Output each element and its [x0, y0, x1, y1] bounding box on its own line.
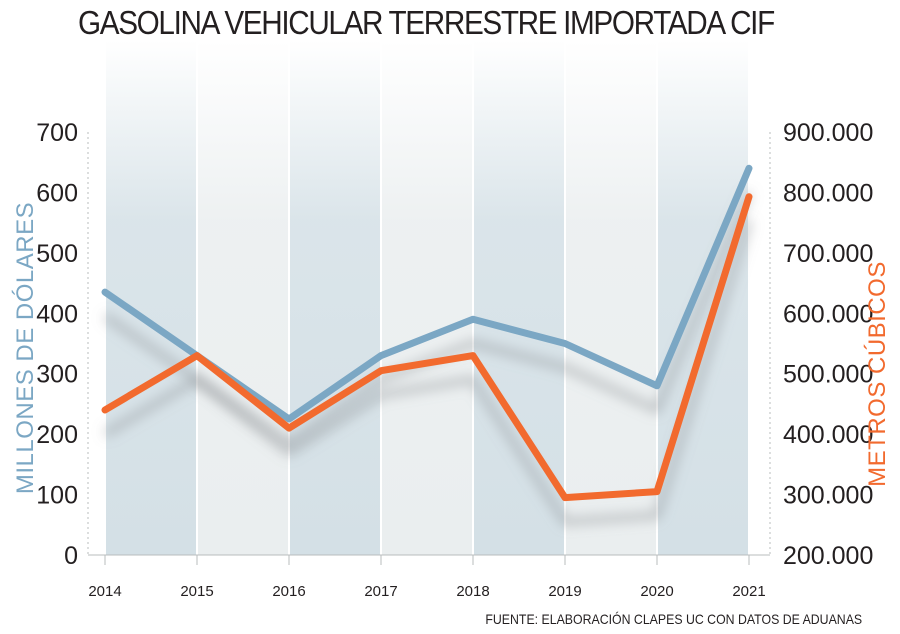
right-tick-label: 600.000 — [783, 300, 873, 328]
x-tick-label: 2016 — [272, 583, 305, 600]
x-tick-label: 2017 — [364, 583, 397, 600]
x-tick-label: 2018 — [456, 583, 489, 600]
x-axis-ticks: 2014 2015 2016 2017 2018 2019 2020 2021 — [88, 583, 765, 600]
x-tick-label: 2019 — [548, 583, 581, 600]
right-tick-label: 400.000 — [783, 421, 873, 449]
year-band — [198, 40, 288, 555]
right-axis-ticks: 200.000 300.000 400.000 500.000 600.000 700.0… — [783, 119, 873, 570]
year-band — [382, 40, 472, 555]
right-tick-label: 200.000 — [783, 542, 873, 570]
year-bands — [106, 40, 748, 555]
right-tick-label: 800.000 — [783, 179, 873, 207]
right-tick-label: 500.000 — [783, 361, 873, 389]
series-lines — [101, 164, 753, 502]
x-tick-label: 2014 — [88, 583, 121, 600]
year-band — [566, 40, 656, 555]
right-tick-label: 300.000 — [783, 482, 873, 510]
left-tick-label: 0 — [64, 542, 78, 570]
left-axis-ticks: 0 100 200 300 400 500 600 700 — [36, 119, 78, 570]
x-tick-label: 2021 — [732, 583, 765, 600]
right-tick-label: 700.000 — [783, 240, 873, 268]
right-tick-label: 900.000 — [783, 119, 873, 147]
left-axis-title: MILLONES DE DÓLARES — [12, 202, 39, 494]
m3-series-line — [101, 193, 753, 502]
right-axis-title: METROS CÚBICOS — [864, 261, 891, 487]
axes — [87, 132, 771, 565]
year-band — [290, 40, 380, 555]
left-tick-label: 200 — [36, 421, 78, 449]
series-shadow — [102, 219, 753, 526]
left-tick-label: 400 — [36, 300, 78, 328]
left-tick-label: 500 — [36, 240, 78, 268]
year-band — [106, 40, 196, 555]
chart-title: GASOLINA VEHICULAR TERRESTRE IMPORTADA C… — [78, 4, 775, 41]
left-tick-label: 100 — [36, 482, 78, 510]
left-tick-label: 600 — [36, 179, 78, 207]
x-tick-label: 2015 — [180, 583, 213, 600]
source-note: FUENTE: ELABORACIÓN CLAPES UC CON DATOS … — [485, 611, 862, 627]
left-tick-label: 700 — [36, 119, 78, 147]
x-tick-label: 2020 — [640, 583, 673, 600]
left-tick-label: 300 — [36, 361, 78, 389]
